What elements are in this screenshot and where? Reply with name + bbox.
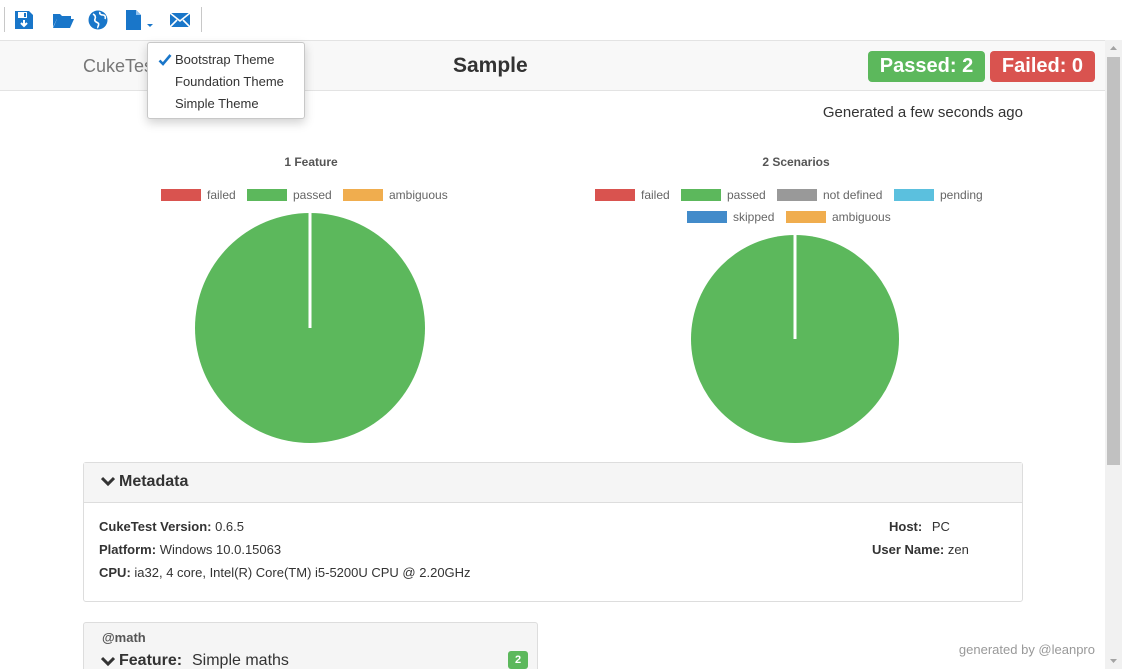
chart-title-scenarios: 2 Scenarios	[762, 155, 830, 169]
chevron-down-icon	[101, 476, 115, 487]
legend-swatch	[161, 189, 201, 201]
meta-user-label: User Name:	[872, 542, 945, 557]
legend-swatch	[687, 211, 727, 223]
pie-chart-features	[195, 213, 425, 443]
menu-item-label: Foundation Theme	[175, 74, 284, 89]
meta-host-label: Host:	[889, 519, 923, 534]
menu-item-label: Simple Theme	[175, 96, 259, 111]
legend-swatch	[247, 189, 287, 201]
legend-swatch	[786, 211, 826, 223]
feature-tag: @math	[102, 630, 146, 645]
folder-open-icon[interactable]	[52, 9, 74, 31]
theme-dropdown-menu: Bootstrap Theme Foundation Theme Simple …	[147, 42, 305, 119]
menu-item-foundation-theme[interactable]: Foundation Theme	[148, 71, 304, 93]
feature-keyword: Feature:	[119, 652, 183, 669]
meta-platform: Platform: Windows 10.0.15063	[99, 542, 281, 557]
legend-swatch	[777, 189, 817, 201]
report-title: Sample	[453, 54, 528, 77]
legend-swatch	[894, 189, 934, 201]
failed-badge: Failed: 0	[990, 51, 1095, 82]
chart-title-features: 1 Feature	[284, 155, 338, 169]
brand-link[interactable]: CukeTest	[83, 56, 159, 76]
feature-name: Simple maths	[192, 652, 289, 669]
passed-badge: Passed: 2	[868, 51, 985, 82]
meta-cpu-value: ia32, 4 core, Intel(R) Core(TM) i5-5200U…	[134, 565, 471, 580]
meta-version: CukeTest Version: 0.6.5	[99, 519, 244, 534]
vertical-scrollbar[interactable]	[1105, 40, 1122, 669]
checkmark-icon	[158, 54, 172, 66]
scrollbar-thumb[interactable]	[1107, 57, 1120, 465]
menu-item-bootstrap-theme[interactable]: Bootstrap Theme	[148, 49, 304, 71]
legend-swatch	[681, 189, 721, 201]
pie-chart-scenarios	[691, 235, 899, 443]
feature-panel[interactable]: @math Feature: Simple maths 2	[83, 622, 538, 669]
meta-version-label: CukeTest Version:	[99, 519, 212, 534]
meta-user: User Name: zen	[872, 542, 969, 557]
legend-label: skipped	[733, 210, 775, 224]
scroll-down-icon[interactable]	[1105, 652, 1122, 669]
menu-item-simple-theme[interactable]: Simple Theme	[148, 93, 304, 115]
meta-host: Host: PC	[889, 519, 950, 534]
toolbar-separator	[4, 7, 5, 32]
legend-label: pending	[940, 188, 983, 202]
meta-platform-value: Windows 10.0.15063	[159, 542, 282, 557]
scroll-up-icon[interactable]	[1105, 40, 1122, 57]
meta-version-value: 0.6.5	[215, 519, 245, 534]
meta-host-value: PC	[931, 519, 950, 534]
feature-scenario-count: 2	[508, 651, 528, 669]
metadata-panel: Metadata CukeTest Version: 0.6.5 Platfor…	[83, 462, 1023, 602]
legend-label: passed	[727, 188, 766, 202]
legend-swatch	[343, 189, 383, 201]
file-theme-icon[interactable]	[124, 9, 156, 31]
legend-label: failed	[641, 188, 670, 202]
legend-label: not defined	[823, 188, 883, 202]
legend-label: passed	[293, 188, 332, 202]
toolbar-separator	[201, 7, 202, 32]
envelope-icon[interactable]	[169, 9, 191, 31]
meta-cpu: CPU: ia32, 4 core, Intel(R) Core(TM) i5-…	[99, 565, 471, 580]
toolbar	[0, 0, 1122, 40]
legend-label: ambiguous	[389, 188, 448, 202]
save-icon[interactable]	[13, 9, 35, 31]
report-view: CukeTest Sample Passed: 2 Failed: 0 Gene…	[0, 40, 1105, 669]
meta-user-value: zen	[947, 542, 969, 557]
legend-label: ambiguous	[832, 210, 891, 224]
metadata-panel-header[interactable]: Metadata	[84, 463, 1022, 503]
generated-time: Generated a few seconds ago	[822, 104, 1023, 121]
legend-swatch	[595, 189, 635, 201]
chevron-down-icon[interactable]	[101, 654, 115, 668]
menu-item-label: Bootstrap Theme	[175, 52, 275, 67]
globe-icon[interactable]	[87, 9, 109, 31]
metadata-title: Metadata	[119, 473, 189, 490]
footer-credit: generated by @leanpro	[958, 642, 1095, 657]
meta-cpu-label: CPU:	[99, 565, 131, 580]
meta-platform-label: Platform:	[99, 542, 157, 557]
legend-label: failed	[207, 188, 236, 202]
